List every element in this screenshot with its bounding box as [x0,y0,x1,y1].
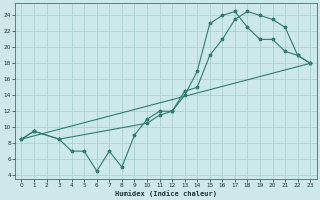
X-axis label: Humidex (Indice chaleur): Humidex (Indice chaleur) [115,190,217,197]
